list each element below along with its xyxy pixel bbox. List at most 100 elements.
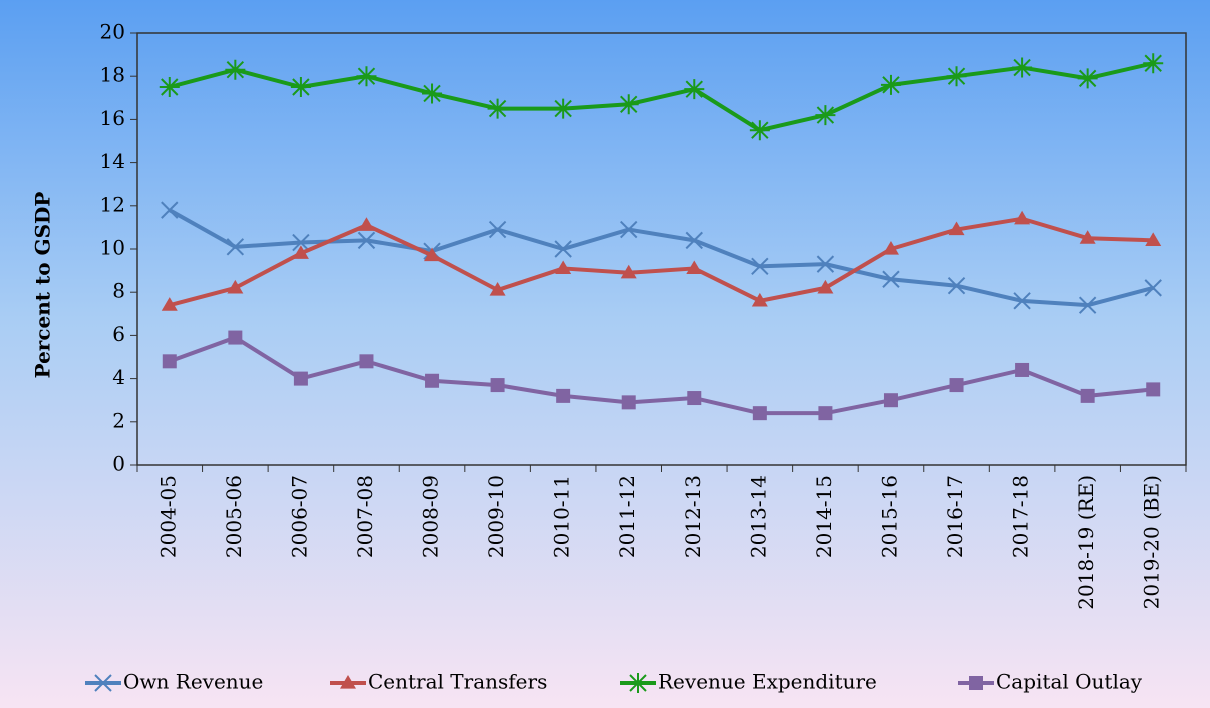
marker [225, 59, 246, 80]
marker [620, 264, 637, 279]
marker [946, 66, 967, 87]
marker [751, 292, 768, 307]
marker [293, 371, 308, 386]
marker [226, 238, 245, 256]
marker [1015, 362, 1030, 377]
x-tick-label: 2012-13 [681, 475, 705, 558]
marker [161, 297, 178, 311]
marker [159, 77, 180, 97]
marker [292, 245, 309, 259]
marker [292, 233, 310, 252]
x-tick-label: 2016-17 [943, 475, 967, 558]
y-tick-label: 20 [100, 20, 125, 44]
marker [817, 279, 834, 294]
marker [340, 675, 356, 689]
y-tick-label: 2 [112, 408, 125, 432]
marker [685, 231, 703, 250]
marker [687, 391, 702, 406]
x-tick-label: 2009-10 [484, 475, 508, 558]
marker [1014, 210, 1031, 225]
marker [1146, 382, 1161, 397]
marker [628, 673, 648, 693]
marker [1144, 279, 1162, 297]
marker [620, 220, 638, 239]
legend-label: Central Transfers [368, 670, 547, 694]
y-tick-label: 16 [100, 106, 125, 130]
marker [228, 330, 243, 345]
marker [618, 94, 639, 115]
marker [556, 388, 571, 403]
marker [357, 231, 376, 250]
x-tick-label: 2013-14 [746, 475, 770, 558]
marker [969, 676, 983, 690]
y-tick-label: 12 [100, 192, 125, 216]
marker [290, 77, 311, 97]
marker [489, 282, 506, 296]
marker [686, 260, 703, 275]
y-tick-label: 6 [112, 322, 125, 346]
y-tick-label: 0 [112, 452, 125, 476]
x-tick-label: 2008-09 [419, 475, 443, 558]
marker [553, 98, 574, 119]
legend-label: Capital Outlay [996, 670, 1143, 694]
x-tick-label: 2011-12 [615, 475, 639, 558]
marker [359, 354, 374, 369]
marker [816, 255, 835, 273]
marker [1013, 292, 1031, 310]
y-axis-title: Percent to GSDP [31, 192, 55, 379]
marker [488, 220, 507, 239]
legend-label: Revenue Expenditure [658, 670, 877, 694]
marker [1080, 388, 1095, 403]
marker [882, 241, 899, 255]
marker [882, 270, 900, 288]
marker [356, 66, 377, 87]
y-tick-label: 14 [100, 149, 125, 173]
marker [621, 395, 636, 410]
marker [555, 260, 572, 275]
y-tick-label: 4 [112, 365, 125, 389]
marker [1078, 296, 1097, 314]
y-tick-label: 18 [100, 63, 125, 87]
marker [424, 247, 441, 262]
marker [425, 373, 440, 388]
marker [948, 221, 965, 236]
marker [94, 674, 112, 692]
legend-label: Own Revenue [123, 670, 263, 694]
series-line [169, 216, 1154, 308]
x-tick-label: 2006-07 [287, 475, 311, 558]
x-tick-label: 2015-16 [877, 475, 901, 558]
marker [227, 279, 244, 294]
x-tick-label: 2014-15 [812, 475, 836, 558]
marker [554, 240, 572, 258]
marker [880, 74, 901, 95]
marker [818, 406, 833, 421]
x-tick-label: 2019-20 (BE) [1140, 475, 1164, 609]
x-tick-label: 2005-06 [222, 475, 246, 558]
marker [947, 277, 966, 295]
x-tick-label: 2004-05 [156, 475, 180, 558]
marker [1079, 230, 1096, 244]
marker [358, 217, 375, 231]
marker [161, 201, 179, 219]
marker [949, 378, 964, 393]
marker [883, 393, 898, 408]
x-tick-label: 2018-19 (RE) [1074, 475, 1098, 610]
marker [751, 257, 769, 275]
marker [749, 120, 770, 141]
marker [1145, 232, 1162, 246]
x-tick-label: 2017-18 [1009, 475, 1033, 558]
series-line [169, 335, 1154, 416]
marker [490, 378, 505, 393]
series-line [169, 61, 1154, 133]
marker [487, 98, 508, 119]
marker [1077, 68, 1098, 89]
marker [422, 83, 443, 104]
y-tick-label: 8 [112, 279, 125, 303]
marker [1143, 53, 1164, 74]
marker [162, 354, 177, 369]
marker [684, 79, 705, 100]
marker [1012, 57, 1033, 78]
marker [752, 406, 767, 421]
